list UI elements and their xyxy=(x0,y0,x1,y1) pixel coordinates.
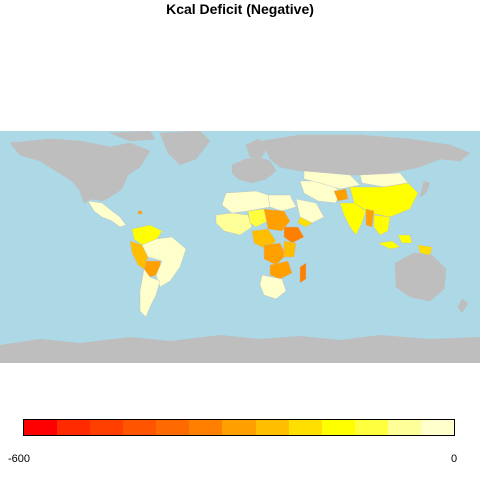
map-title: Kcal Deficit (Negative) xyxy=(166,1,314,17)
region-southern-cone xyxy=(139,268,161,318)
region-chad-sudan xyxy=(263,208,291,232)
antarctica xyxy=(0,335,480,363)
legend-swatch xyxy=(222,420,256,435)
region-yemen xyxy=(297,216,313,228)
region-egypt xyxy=(267,194,297,212)
region-sahel xyxy=(247,208,269,228)
legend-swatch xyxy=(189,420,223,435)
region-madagascar xyxy=(299,262,307,284)
world-map xyxy=(0,131,480,363)
region-indonesia xyxy=(377,240,401,250)
legend-swatch xyxy=(255,420,289,435)
region-afghanistan xyxy=(333,188,349,202)
legend-swatch xyxy=(354,420,388,435)
region-central-america xyxy=(87,200,127,228)
region-india xyxy=(339,202,367,236)
region-ethiopia xyxy=(283,226,305,244)
legend-swatch xyxy=(387,420,421,435)
region-east-africa xyxy=(283,240,297,258)
region-north-africa xyxy=(221,190,271,214)
region-caribbean xyxy=(137,210,143,215)
legend-max-label: 0 xyxy=(451,453,458,465)
region-west-africa xyxy=(215,212,253,236)
legend-swatch xyxy=(321,420,355,435)
color-legend xyxy=(23,419,455,436)
region-indonesia-2 xyxy=(397,234,413,244)
legend-swatch xyxy=(156,420,190,435)
legend-swatch xyxy=(57,420,91,435)
region-png xyxy=(417,244,433,256)
legend-swatch xyxy=(90,420,124,435)
region-zambia xyxy=(269,260,293,280)
legend-swatch xyxy=(24,420,58,435)
region-drc xyxy=(263,242,287,266)
region-southeast-asia xyxy=(373,214,391,236)
legend-swatch xyxy=(123,420,157,435)
region-brazil xyxy=(141,236,187,288)
shaded-countries xyxy=(87,170,433,318)
region-myanmar xyxy=(365,208,375,228)
legend-min-label: -600 xyxy=(8,453,31,465)
legend-swatch xyxy=(288,420,322,435)
legend-swatch xyxy=(420,420,455,435)
region-southern-africa xyxy=(259,274,287,300)
region-central-asia xyxy=(303,170,361,190)
region-arabia xyxy=(295,198,325,224)
land-no-data xyxy=(9,131,471,314)
